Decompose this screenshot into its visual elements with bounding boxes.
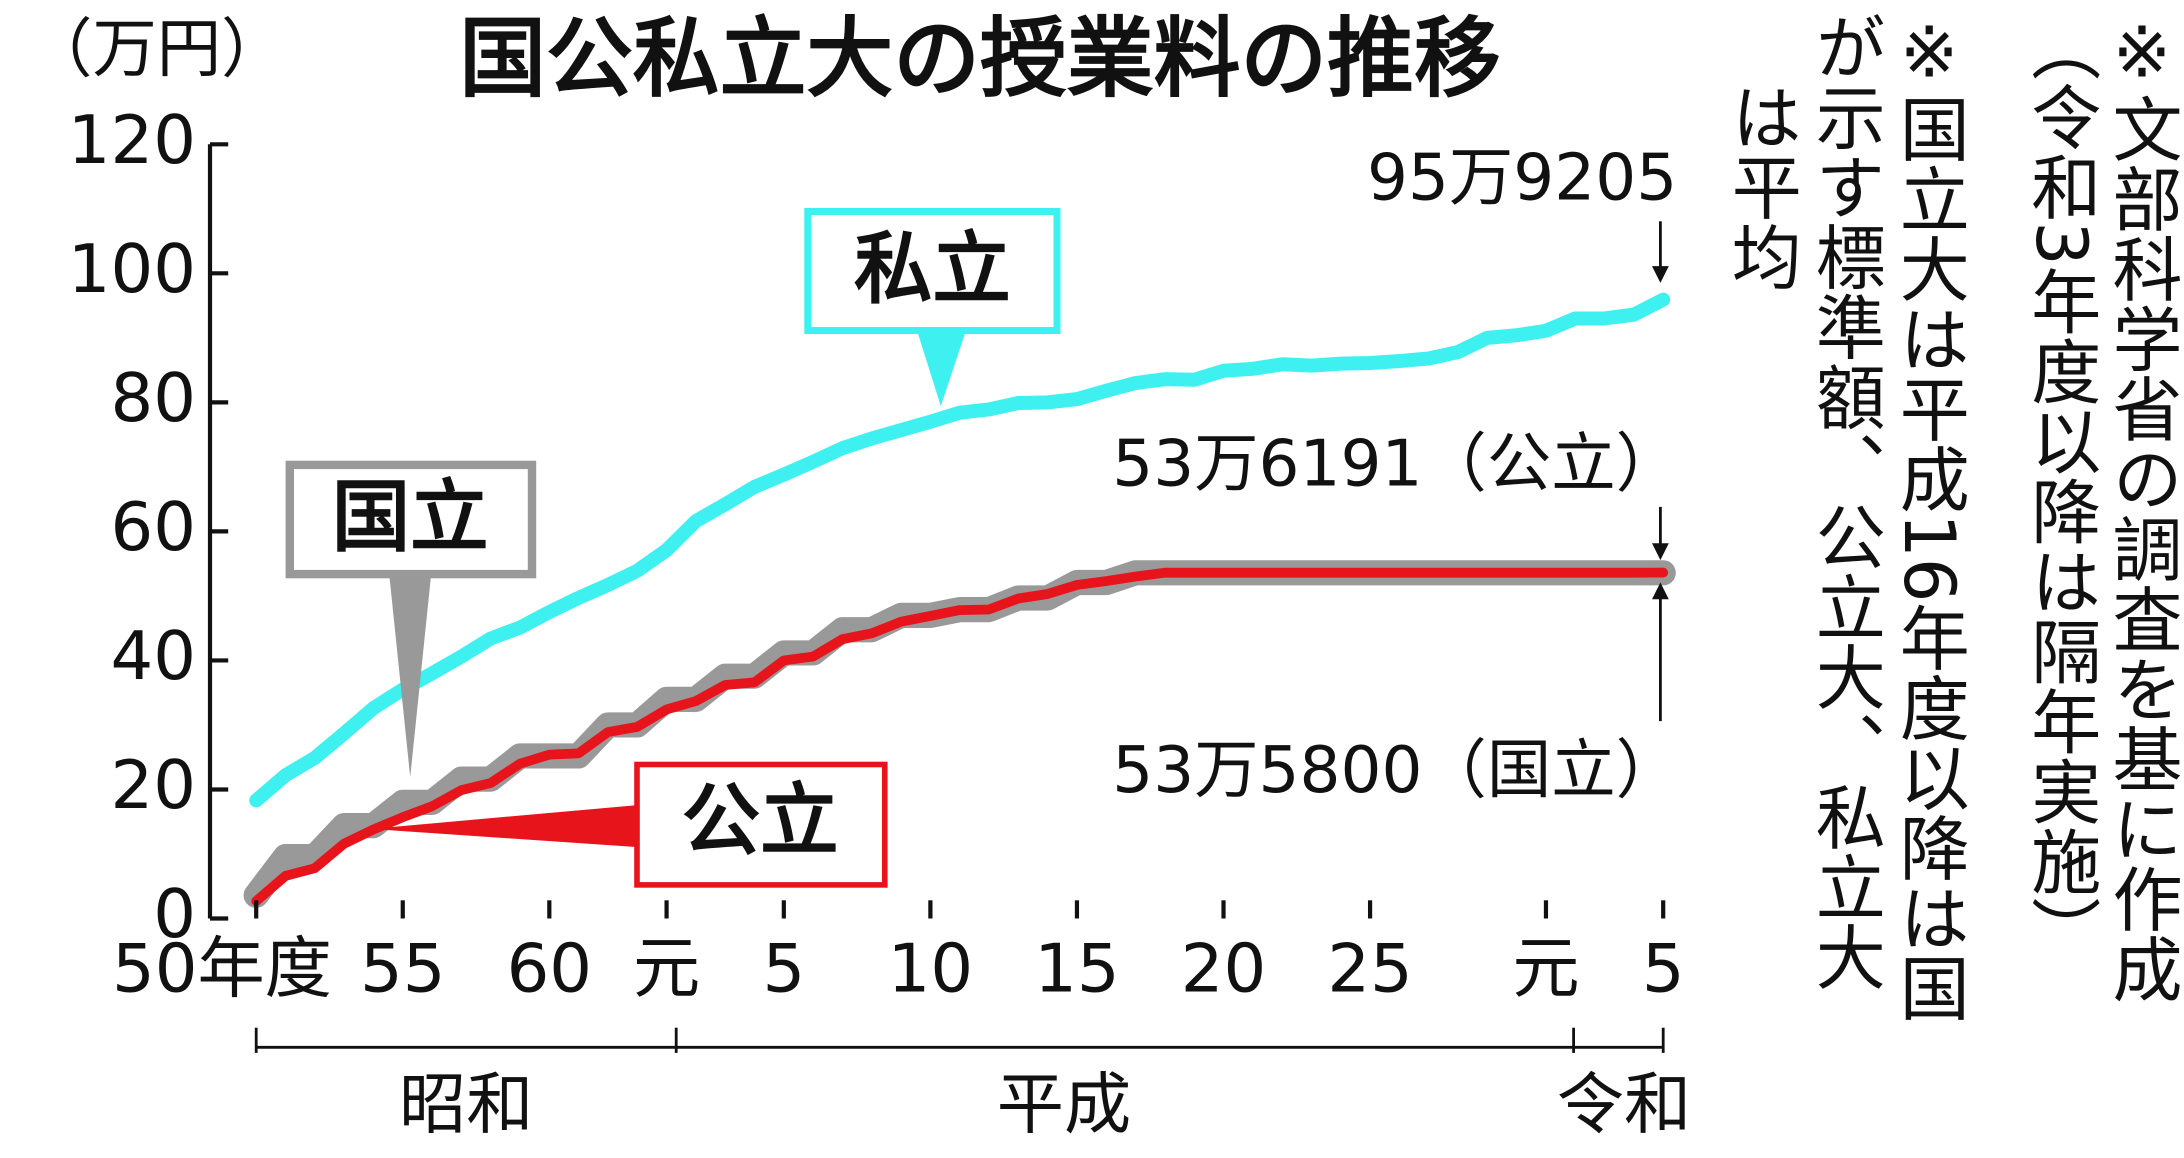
callout-public: 公立 [371,761,888,888]
arrow-head [1652,543,1669,561]
annotation: 53万5800（国立） [1112,733,1680,808]
note: ※文部科学省の調査を基に作成 [2101,11,2183,1003]
series-line [249,292,1671,808]
plot [243,292,1676,908]
era-label: 昭和 [399,1065,533,1143]
chart-title: 国公私立大の授業料の推移 [459,8,1501,109]
era-label: 令和 [1557,1065,1691,1143]
series-label: 公立 [682,776,839,867]
y-tick-label: 100 [68,230,196,308]
callout-national: 国立 [285,460,537,778]
annotation: 53万6191（公立） [1112,426,1680,501]
arrow-head [1652,582,1669,600]
y-tick-label: 120 [68,101,196,179]
era-bracket [254,1027,1665,1053]
y-tick-label: 40 [111,617,197,695]
annotation: 95万9205 [1367,141,1677,216]
x-tick-label: 60 [507,930,593,1008]
x-tick-label: 25 [1327,930,1413,1008]
y-tick-label: 80 [111,359,197,437]
x-tick-label: 10 [888,930,974,1008]
note: （令和3年度以降は隔年実施） [2020,11,2102,966]
x-tick-label: 元 [633,930,700,1008]
y-tick-label: 20 [111,746,197,824]
x-tick-label: 15 [1034,930,1120,1008]
x-tick-label: 5 [762,930,805,1008]
x-tick-label: 5 [1642,930,1685,1008]
arrow-head [1652,266,1669,283]
era-label: 平成 [997,1065,1131,1143]
x-tick-label: 元 [1512,930,1579,1008]
note: は平均 [1720,81,1802,291]
series-label: 国立 [332,472,489,563]
y-tick-label: 0 [153,875,196,953]
callout-private: 私立 [804,207,1061,407]
series-label: 私立 [854,224,1011,315]
series-line [251,567,1669,906]
note: ※国立大は平成16年度以降は国 [1888,11,1970,1022]
x-tick-label: 55 [360,930,446,1008]
x-tick-label: 50年度 [112,930,332,1008]
y-tick-label: 60 [111,488,197,566]
note: が示す標準額、公立大、私立大 [1804,11,1886,991]
x-tick-label: 20 [1181,930,1267,1008]
unit-label: （万円） [28,12,286,87]
